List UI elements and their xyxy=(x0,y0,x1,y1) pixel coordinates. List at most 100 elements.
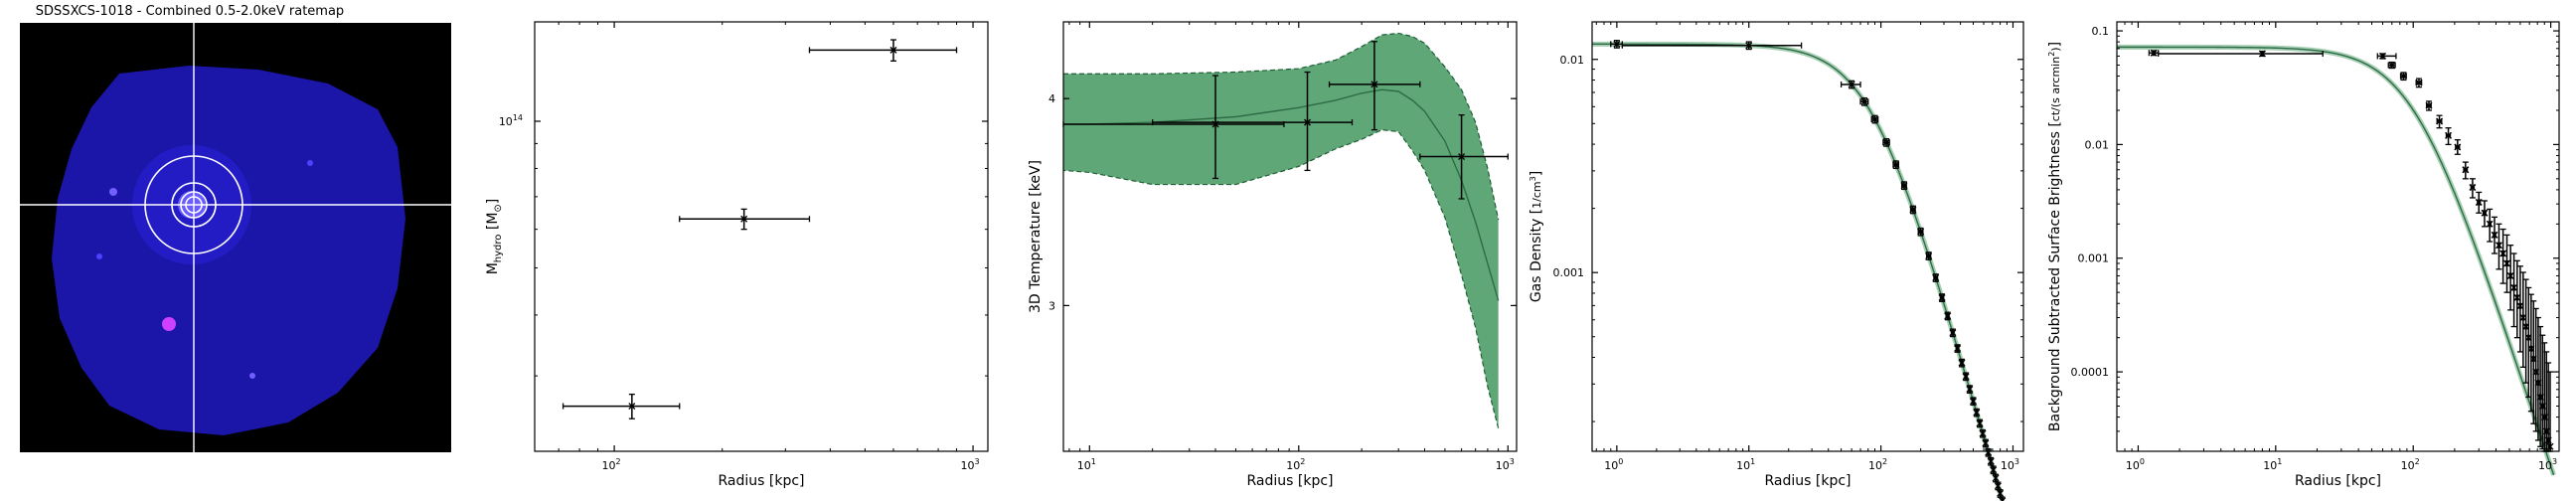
data-point xyxy=(1328,41,1421,131)
data-marker xyxy=(2502,259,2510,267)
ratemap-point-source xyxy=(307,160,313,166)
x-tick-label: 101 xyxy=(1736,457,1755,472)
data-point xyxy=(2158,50,2324,58)
data-point xyxy=(2469,178,2477,199)
data-marker xyxy=(1979,429,1987,437)
data-marker xyxy=(740,215,748,223)
data-point xyxy=(1954,344,1962,353)
data-marker xyxy=(2495,242,2502,250)
data-marker xyxy=(1304,118,1312,126)
data-marker xyxy=(1938,293,1946,301)
data-marker xyxy=(889,46,897,54)
ratemap-point-source xyxy=(249,373,255,379)
data-marker xyxy=(1900,182,1908,190)
gas-density-profile-plot: 100 101 102 103 0.001 0.01 Radius [kpc] Gas Den… xyxy=(1529,21,2024,501)
data-marker xyxy=(1613,40,1621,48)
ratemap-panel: SDSSXCS-1018 - Combined 0.5-2.0keV ratem… xyxy=(20,4,451,452)
y-axis-label: Gas Density [1/cm3] xyxy=(1529,171,1544,302)
data-point xyxy=(1925,251,1933,260)
model-uncertainty-band xyxy=(1063,33,1499,428)
data-point xyxy=(1870,114,1879,124)
data-marker xyxy=(2258,50,2266,58)
data-point xyxy=(1419,113,1509,200)
data-marker xyxy=(2462,166,2470,174)
x-tick-label: 102 xyxy=(2401,457,2420,472)
data-point xyxy=(1969,397,1977,407)
ratemap-region-circle xyxy=(185,196,203,214)
data-marker xyxy=(2150,49,2158,57)
data-marker xyxy=(1997,489,2005,497)
data-point xyxy=(1932,273,1940,282)
data-marker xyxy=(1962,373,1970,381)
data-point xyxy=(562,393,681,419)
data-marker xyxy=(2454,143,2462,151)
x-tick-label: 103 xyxy=(961,457,980,472)
y-tick-label: 0.0001 xyxy=(2071,366,2110,379)
data-point xyxy=(2519,271,2527,368)
data-marker xyxy=(1458,153,1466,161)
y-tick-label: 0.001 xyxy=(1553,266,1585,279)
data-point xyxy=(1621,41,1803,51)
data-point xyxy=(2475,191,2483,214)
data-marker xyxy=(1982,439,1990,447)
y-tick-label: 1014 xyxy=(499,113,523,128)
data-point xyxy=(1944,311,1952,321)
data-point xyxy=(1840,80,1861,89)
data-marker xyxy=(1370,81,1378,88)
data-point xyxy=(1994,481,2002,491)
data-point xyxy=(1152,71,1354,172)
data-marker xyxy=(2481,209,2489,217)
data-marker xyxy=(628,403,636,411)
data-point xyxy=(1859,96,1869,106)
plot-frame xyxy=(1062,21,1518,452)
data-marker xyxy=(1944,312,1952,320)
data-marker xyxy=(1925,251,1933,259)
data-marker xyxy=(2469,183,2477,191)
data-marker xyxy=(1958,359,1966,367)
ratemap-region-circle xyxy=(171,182,217,228)
mass-profile-plot: 102 103 1014 Radius [kpc] Mhydro [M⊙] xyxy=(485,21,989,489)
x-tick-label: 102 xyxy=(602,457,621,472)
data-point xyxy=(2502,234,2510,293)
y-axis-label: Mhydro [M⊙] xyxy=(485,199,504,275)
data-marker xyxy=(2475,199,2483,207)
data-point xyxy=(1982,438,1990,448)
data-marker xyxy=(2499,250,2507,257)
ratemap-region-circle xyxy=(180,191,208,219)
data-marker xyxy=(1745,42,1753,50)
data-point xyxy=(1987,456,1995,466)
data-point xyxy=(1062,75,1285,180)
data-marker xyxy=(2415,79,2423,86)
data-point xyxy=(2148,49,2160,57)
data-marker xyxy=(1909,206,1917,214)
data-point xyxy=(2399,72,2407,82)
ratemap-region-circle xyxy=(144,155,243,254)
data-marker xyxy=(2486,220,2494,228)
data-point xyxy=(2499,228,2507,284)
x-axis-label: Radius [kpc] xyxy=(718,473,804,489)
data-point xyxy=(2445,127,2453,146)
data-marker xyxy=(1994,482,2002,490)
y-tick-label: 4 xyxy=(1048,92,1055,105)
plot-area xyxy=(535,22,988,451)
y-tick-label: 0.1 xyxy=(2092,25,2110,38)
data-point xyxy=(1962,372,1970,382)
data-marker xyxy=(1848,81,1855,88)
x-axis-label: Radius [kpc] xyxy=(1764,473,1851,489)
data-point xyxy=(2516,265,2524,353)
model-line xyxy=(1063,88,1500,301)
data-marker xyxy=(2506,271,2514,279)
x-tick-label: 102 xyxy=(1868,457,1887,472)
data-marker xyxy=(1954,344,1962,352)
data-marker xyxy=(2399,73,2407,81)
data-point xyxy=(1990,465,1998,475)
data-point xyxy=(2510,252,2518,328)
data-point xyxy=(1958,358,1966,368)
data-marker xyxy=(1892,161,1900,169)
x-axis-label: Radius [kpc] xyxy=(1246,473,1333,489)
ratemap-title: SDSSXCS-1018 - Combined 0.5-2.0keV ratem… xyxy=(36,4,344,19)
data-marker xyxy=(1987,457,1995,465)
y-axis-label: 3D Temperature [keV] xyxy=(1028,160,1044,313)
